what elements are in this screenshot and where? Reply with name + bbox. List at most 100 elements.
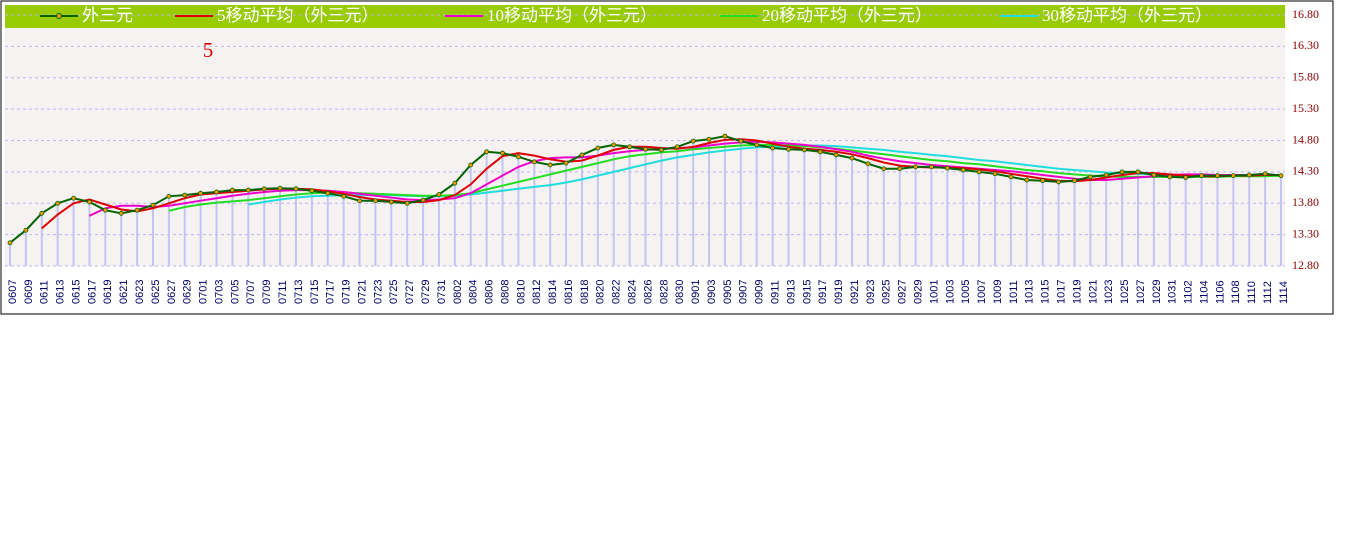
point-marker — [436, 192, 442, 197]
point-marker — [595, 145, 601, 151]
y-tick-label: 12.80 — [1292, 258, 1319, 272]
bar — [1152, 175, 1155, 266]
bar — [263, 188, 266, 266]
bar — [1184, 177, 1187, 266]
bar — [374, 200, 377, 266]
x-tick-label: 0619 — [102, 280, 114, 304]
point-marker — [627, 144, 633, 150]
point-marker — [611, 142, 617, 148]
x-tick-label: 1009 — [992, 280, 1004, 304]
point-marker — [404, 200, 410, 206]
point-marker — [55, 200, 61, 206]
point-marker — [1056, 179, 1061, 185]
bar — [580, 154, 583, 266]
y-tick-label: 16.30 — [1292, 38, 1319, 52]
annotation: 5 — [203, 38, 214, 62]
point-marker — [1246, 172, 1252, 178]
x-tick-label: 0703 — [213, 280, 225, 304]
point-marker — [706, 136, 712, 142]
point-marker — [643, 146, 648, 152]
x-tick-label: 0701 — [198, 280, 210, 304]
point-marker — [801, 147, 807, 153]
point-marker — [309, 188, 315, 194]
y-tick-label: 15.30 — [1292, 101, 1319, 115]
point-marker — [770, 145, 775, 151]
point-marker — [1199, 173, 1204, 179]
bar — [9, 242, 11, 266]
bar — [342, 196, 345, 266]
bar — [835, 154, 838, 266]
point-marker — [1135, 169, 1141, 175]
point-marker — [261, 186, 267, 192]
x-tick-label: 0929 — [912, 280, 924, 304]
x-tick-label: 0818 — [579, 280, 591, 304]
point-marker — [198, 190, 204, 196]
legend-band — [5, 5, 1285, 28]
bar — [819, 151, 822, 266]
bar — [644, 149, 647, 266]
point-marker — [452, 180, 458, 186]
x-tick-label: 0909 — [754, 280, 766, 304]
point-marker — [913, 164, 918, 170]
point-marker — [1215, 173, 1220, 179]
point-marker — [547, 162, 553, 168]
bar — [708, 139, 711, 266]
point-marker — [420, 197, 426, 203]
x-tick-label: 0905 — [722, 280, 734, 304]
bar — [1025, 180, 1028, 266]
point-marker — [87, 199, 92, 205]
point-marker — [1119, 169, 1125, 175]
point-marker — [1167, 174, 1173, 180]
x-tick-label: 0816 — [563, 280, 575, 304]
bar — [183, 195, 186, 266]
bar — [1280, 175, 1282, 266]
bar — [247, 190, 250, 266]
point-marker — [325, 190, 331, 196]
legend-label: 外三元 — [82, 6, 133, 25]
x-tick-label: 1104 — [1198, 280, 1210, 304]
point-marker — [960, 167, 966, 173]
point-marker — [39, 210, 45, 216]
bar — [279, 188, 282, 266]
bar — [1248, 175, 1251, 266]
point-marker — [468, 162, 474, 168]
point-marker — [484, 149, 490, 155]
bar — [994, 173, 997, 266]
bar — [866, 163, 869, 266]
legend-marker — [56, 13, 62, 19]
point-marker — [7, 240, 13, 246]
point-marker — [118, 210, 124, 216]
point-marker — [865, 161, 871, 167]
x-tick-label: 0927 — [897, 280, 909, 304]
point-marker — [881, 166, 887, 172]
point-marker — [1183, 175, 1189, 180]
point-marker — [992, 171, 998, 177]
x-tick-label: 0611 — [39, 280, 51, 304]
x-tick-label: 0814 — [547, 280, 559, 304]
x-tick-label: 1017 — [1055, 280, 1067, 304]
bar — [898, 168, 901, 266]
bar — [1200, 175, 1203, 266]
bar — [294, 188, 297, 266]
point-marker — [214, 189, 219, 195]
y-tick-label: 15.80 — [1292, 70, 1319, 84]
bar — [88, 201, 91, 266]
point-marker — [23, 227, 29, 233]
x-tick-label: 0607 — [7, 280, 19, 304]
legend-label: 10移动平均（外三元） — [487, 6, 657, 25]
x-tick-label: 0808 — [499, 280, 511, 304]
x-tick-label: 1025 — [1119, 280, 1131, 304]
point-marker — [929, 164, 934, 170]
x-tick-label: 0719 — [341, 280, 353, 304]
bar — [120, 213, 123, 266]
bar — [851, 158, 854, 266]
legend-label: 20移动平均（外三元） — [762, 6, 932, 25]
bar — [1121, 171, 1124, 266]
bar — [358, 200, 361, 266]
x-tick-label: 0804 — [468, 280, 480, 304]
x-tick-label: 0709 — [261, 280, 273, 304]
bar — [406, 203, 409, 266]
x-tick-label: 1011 — [1008, 280, 1020, 304]
x-tick-label: 0727 — [404, 280, 416, 304]
bar — [771, 148, 774, 266]
